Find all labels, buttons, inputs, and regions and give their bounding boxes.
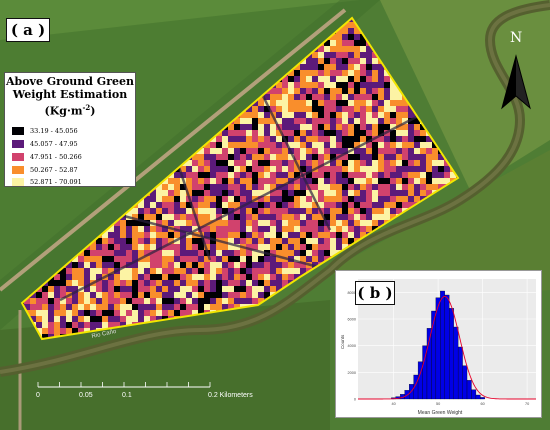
north-arrow: N — [498, 30, 534, 110]
legend-item-label: 47.951 - 50.266 — [30, 153, 82, 161]
histogram-bar — [444, 294, 450, 400]
scale-tick-label: 0.2 Kilometers — [208, 392, 253, 399]
legend-title-unit: (Kg·m-2) — [44, 103, 96, 118]
histogram-bar — [440, 290, 445, 400]
north-arrow-icon — [501, 54, 531, 110]
legend-swatch — [12, 178, 24, 186]
legend-item-label: 33.19 - 45.056 — [30, 127, 78, 135]
legend-title-line1: Above Ground Green — [5, 75, 134, 88]
field-parcel — [380, 0, 550, 190]
scale-tick-label: 0.05 — [79, 392, 93, 399]
dirt-road — [0, 8, 347, 292]
histogram-bar — [431, 310, 437, 400]
histogram-bar — [475, 394, 481, 400]
histogram-bar — [457, 346, 463, 400]
legend-swatch — [12, 153, 24, 161]
legend-item: 33.19 - 45.056 — [12, 126, 78, 136]
field-parcel — [330, 150, 550, 300]
y-tick-label: 2000 — [348, 371, 356, 375]
legend-item-label: 45.057 - 47.95 — [30, 140, 78, 148]
scale-tick-label: 0 — [36, 392, 40, 399]
histogram-bar — [453, 326, 459, 400]
panel-b-label: ( b ) — [355, 281, 395, 305]
histogram-bar — [466, 380, 472, 400]
y-tick-label: 4000 — [348, 344, 356, 348]
legend-swatch — [12, 166, 24, 174]
legend-swatch — [12, 140, 24, 148]
scale-tick-label: 0.1 — [122, 392, 132, 399]
panel-a-label: ( a ) — [6, 18, 50, 42]
scale-bar-graphic — [37, 382, 211, 388]
y-tick-label: 8000 — [348, 291, 356, 295]
y-tick-label: 6000 — [348, 318, 356, 322]
scale-bar: 0 0.05 0.1 0.2 Kilometers — [30, 380, 253, 410]
histogram-bar — [471, 389, 477, 400]
y-axis-label: Counts — [340, 334, 345, 349]
x-tick-label: 60 — [480, 402, 484, 406]
legend-item: 50.267 - 52.87 — [12, 165, 78, 175]
legend-swatch — [12, 127, 24, 135]
x-tick-label: 50 — [436, 402, 440, 406]
map-legend: Above Ground Green Weight Estimation (Kg… — [4, 72, 136, 187]
river-label: Rio Caño — [91, 329, 117, 340]
north-letter: N — [510, 30, 523, 46]
legend-item-label: 50.267 - 52.87 — [30, 166, 78, 174]
x-tick-label: 70 — [525, 402, 529, 406]
y-tick-label: 0 — [354, 398, 356, 402]
legend-title: Above Ground Green Weight Estimation (Kg… — [5, 75, 135, 118]
river — [0, 3, 550, 374]
histogram-bar — [449, 308, 454, 400]
histogram-bar — [480, 397, 485, 400]
legend-title-line2: Weight Estimation — [12, 88, 128, 101]
histogram-bar — [462, 365, 468, 400]
fit-curve — [358, 295, 536, 400]
legend-item: 52.871 - 70.091 — [12, 177, 82, 187]
field-boundary — [20, 16, 460, 341]
x-axis-label: Mean Green Weight — [418, 410, 463, 416]
legend-item-label: 52.871 - 70.091 — [30, 178, 82, 186]
legend-item: 47.951 - 50.266 — [12, 152, 82, 162]
legend-item: 45.057 - 47.95 — [12, 139, 78, 149]
x-tick-label: 40 — [391, 402, 395, 406]
